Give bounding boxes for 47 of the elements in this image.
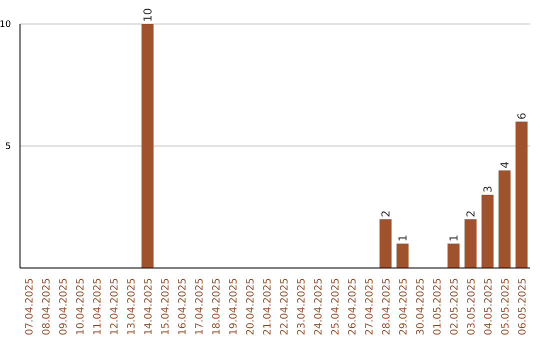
data-label: 1 [396, 234, 410, 242]
x-tick-label: 13.04.2025 [126, 278, 138, 336]
bar [482, 194, 494, 268]
data-label: 6 [516, 112, 529, 120]
x-tick-label: 09.04.2025 [58, 278, 70, 336]
data-label: 2 [464, 210, 478, 218]
x-tick-label: 20.04.2025 [246, 278, 256, 336]
x-tick-label: 24.04.2025 [314, 278, 324, 336]
x-tick-label: 15.04.2025 [160, 278, 172, 336]
x-tick-label: 26.04.2025 [348, 278, 358, 336]
x-tick-label: 21.04.2025 [262, 278, 274, 336]
data-label: 3 [482, 186, 495, 193]
data-label: 4 [498, 161, 512, 168]
bar [380, 219, 392, 268]
x-tick-label: 22.04.2025 [280, 278, 290, 336]
bar [396, 244, 409, 268]
x-tick-label: 14.04.2025 [144, 278, 154, 336]
x-tick-label: 10.04.2025 [76, 278, 86, 336]
x-tick-label: 25.04.2025 [330, 278, 342, 336]
x-tick-label: 01.05.2025 [432, 278, 444, 336]
data-label: 10 [142, 8, 155, 22]
data-label: 2 [380, 210, 393, 218]
bar [516, 122, 528, 268]
x-tick-label: 30.04.2025 [416, 278, 426, 336]
x-tick-label: 08.04.2025 [42, 278, 52, 336]
x-tick-label: 11.04.2025 [92, 278, 104, 336]
x-tick-label: 03.05.2025 [466, 278, 478, 336]
x-tick-label: 04.05.2025 [484, 278, 494, 336]
bar [142, 24, 154, 268]
bar [464, 219, 477, 268]
x-tick-label: 17.04.2025 [194, 278, 206, 336]
data-label: 1 [448, 234, 461, 242]
x-tick-label: 12.04.2025 [110, 278, 120, 336]
x-tick-label: 29.04.2025 [398, 278, 410, 336]
bar [448, 244, 460, 268]
x-tick-label: 28.04.2025 [382, 278, 392, 336]
x-tick-label: 18.04.2025 [212, 278, 222, 336]
x-tick-label: 16.04.2025 [178, 278, 188, 336]
bar [498, 170, 511, 268]
y-tick-label: 5 [5, 142, 11, 152]
x-tick-label: 27.04.2025 [364, 278, 376, 336]
x-tick-label: 06.05.2025 [518, 278, 528, 336]
x-tick-label: 19.04.2025 [228, 278, 240, 336]
x-tick-label: 02.05.2025 [450, 278, 460, 336]
x-tick-label: 05.05.2025 [500, 278, 512, 336]
x-tick-label: 07.04.2025 [24, 278, 36, 336]
x-tick-label: 23.04.2025 [296, 278, 308, 336]
